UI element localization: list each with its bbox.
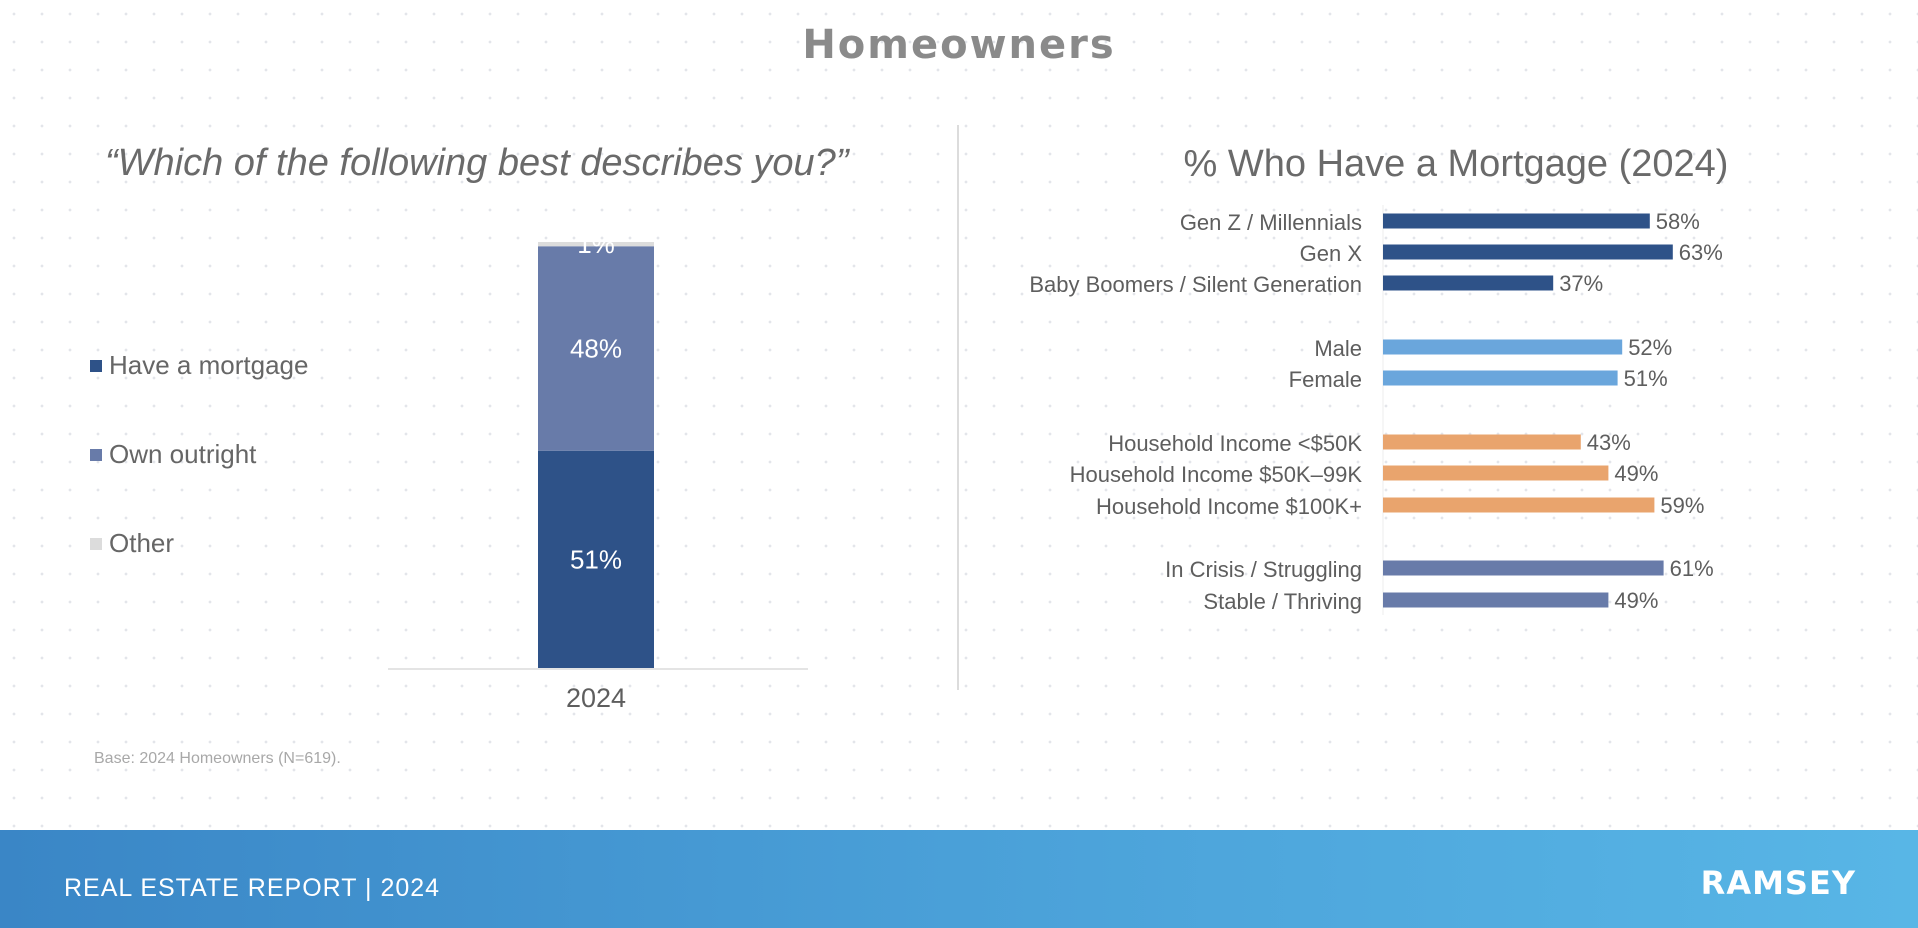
bar-gen-x xyxy=(1383,244,1673,260)
category-label-stable-thriving: Stable / Thriving xyxy=(1203,589,1362,614)
legend-item-own-outright: Own outright xyxy=(90,439,256,470)
bar-gen-z-millennials xyxy=(1383,213,1650,229)
value-label-gen-x: 63% xyxy=(1679,240,1723,265)
value-label-baby-boomers-silent-generation: 37% xyxy=(1559,271,1603,296)
value-label-household-income-50k: 43% xyxy=(1587,430,1631,455)
value-label-female: 51% xyxy=(1624,366,1668,391)
x-tick-label: 2024 xyxy=(566,683,626,713)
legend-swatch-own-outright xyxy=(90,448,102,461)
stacked-bar-chart: 51% 48% 1% 2024 xyxy=(388,229,808,713)
horizontal-bar-chart: % Who Have a Mortgage (2024) Gen Z / Mill… xyxy=(1029,143,1729,615)
bar-male xyxy=(1383,339,1623,355)
category-label-male: Male xyxy=(1314,336,1362,361)
bar-female xyxy=(1383,370,1618,386)
legend-item-have-mortgage: Have a mortgage xyxy=(90,350,308,381)
category-label-baby-boomers-silent-generation: Baby Boomers / Silent Generation xyxy=(1029,272,1362,297)
category-label-female: Female xyxy=(1289,367,1362,392)
value-label-stable-thriving: 49% xyxy=(1614,588,1658,613)
report-label: REAL ESTATE REPORT | 2024 xyxy=(64,874,441,902)
category-label-in-crisis-struggling: In Crisis / Struggling xyxy=(1165,557,1362,582)
value-label-male: 52% xyxy=(1628,335,1672,360)
data-label-have-a-mortgage: 51% xyxy=(570,544,622,574)
data-label-own-outright: 48% xyxy=(570,334,622,364)
bar-in-crisis-struggling xyxy=(1383,560,1664,576)
left-chart-title: “Which of the following best describes y… xyxy=(105,142,849,184)
legend-swatch-other xyxy=(90,537,102,550)
bar-stable-thriving xyxy=(1383,592,1609,608)
bar-household-income-50k-99k xyxy=(1383,465,1609,481)
bar-household-income-50k xyxy=(1383,434,1581,450)
value-label-gen-z-millennials: 58% xyxy=(1656,209,1700,234)
bar-household-income-100k xyxy=(1383,497,1655,513)
legend-label-own-outright: Own outright xyxy=(109,439,257,469)
bar-segment-have-a-mortgage xyxy=(538,450,654,668)
panel-divider xyxy=(957,125,959,690)
footer-band xyxy=(0,830,1918,928)
page-title: Homeowners xyxy=(802,22,1116,68)
data-label-other: 1% xyxy=(577,229,615,259)
bar-baby-boomers-silent-generation xyxy=(1383,275,1554,291)
category-label-household-income-100k: Household Income $100K+ xyxy=(1096,494,1362,519)
bar-segment-other xyxy=(538,242,654,247)
legend-label-have-mortgage: Have a mortgage xyxy=(109,350,309,380)
legend-item-other: Other xyxy=(90,528,174,559)
right-chart-title: % Who Have a Mortgage (2024) xyxy=(1184,143,1729,185)
category-label-household-income-50k: Household Income <$50K xyxy=(1108,431,1362,456)
value-label-household-income-50k-99k: 49% xyxy=(1614,461,1658,486)
category-label-gen-x: Gen X xyxy=(1300,241,1363,266)
bar-segment-own-outright xyxy=(538,246,654,451)
legend-swatch-have-mortgage xyxy=(90,359,102,372)
category-label-household-income-50k-99k: Household Income $50K–99K xyxy=(1070,462,1363,487)
legend-label-other: Other xyxy=(109,528,175,558)
base-note: Base: 2024 Homeowners (N=619). xyxy=(94,750,341,767)
brand-logo: RAMSEY xyxy=(1700,864,1856,902)
category-label-gen-z-millennials: Gen Z / Millennials xyxy=(1180,210,1362,235)
value-label-household-income-100k: 59% xyxy=(1660,493,1704,518)
value-label-in-crisis-struggling: 61% xyxy=(1670,556,1714,581)
